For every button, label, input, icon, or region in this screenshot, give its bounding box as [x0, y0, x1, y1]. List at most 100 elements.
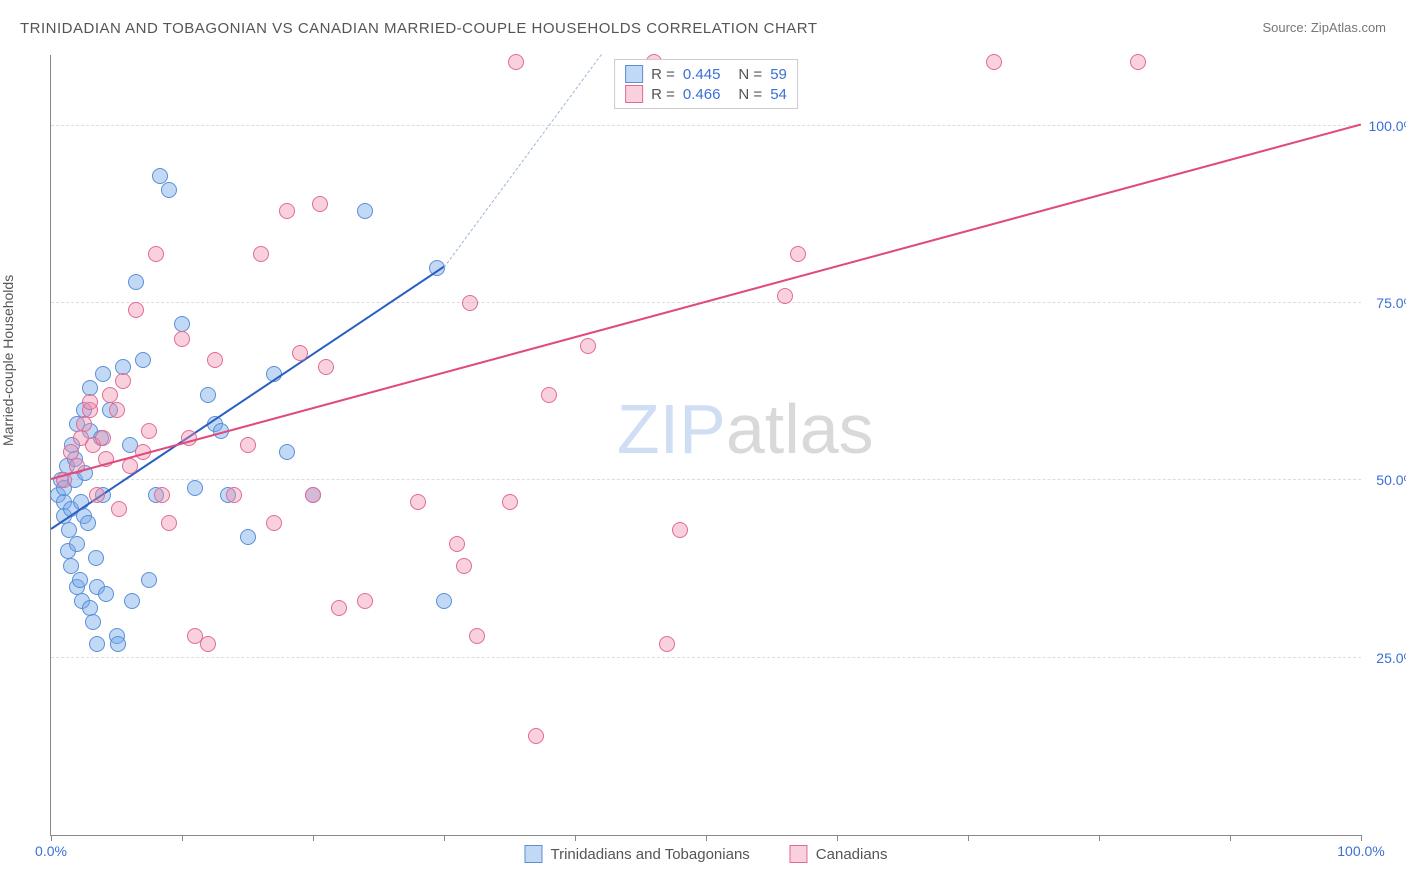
x-tick-label: 100.0% [1337, 843, 1384, 859]
stats-box: R =0.445N =59R =0.466N =54 [614, 59, 798, 109]
data-point [226, 487, 242, 503]
x-tick [575, 835, 576, 841]
data-point [95, 366, 111, 382]
data-point [69, 536, 85, 552]
data-point [279, 444, 295, 460]
data-point [98, 586, 114, 602]
data-point [528, 728, 544, 744]
plot-area: ZIPatlas 25.0%50.0%75.0%100.0%0.0%100.0%… [50, 55, 1361, 836]
data-point [85, 614, 101, 630]
data-point [109, 402, 125, 418]
data-point [148, 246, 164, 262]
y-axis-label: Married-couple Households [0, 275, 16, 446]
data-point [357, 593, 373, 609]
data-point [95, 430, 111, 446]
data-point [292, 345, 308, 361]
data-point [89, 487, 105, 503]
gridline-h [51, 479, 1361, 480]
data-point [410, 494, 426, 510]
data-point [502, 494, 518, 510]
data-point [331, 600, 347, 616]
data-point [436, 593, 452, 609]
stat-n-value: 59 [770, 66, 787, 83]
legend-swatch [524, 845, 542, 863]
legend-item: Trinidadians and Tobagonians [524, 845, 749, 863]
legend-label: Canadians [816, 846, 888, 863]
data-point [161, 182, 177, 198]
stat-n-label: N = [738, 86, 762, 103]
legend-item: Canadians [790, 845, 888, 863]
data-point [200, 636, 216, 652]
data-point [161, 515, 177, 531]
y-tick-label: 50.0% [1376, 472, 1406, 488]
chart-title: TRINIDADIAN AND TOBAGONIAN VS CANADIAN M… [20, 20, 818, 37]
data-point [154, 487, 170, 503]
data-point [240, 529, 256, 545]
x-tick [968, 835, 969, 841]
bottom-legend: Trinidadians and Tobagonians Canadians [524, 845, 887, 863]
x-tick [1099, 835, 1100, 841]
legend-label: Trinidadians and Tobagonians [550, 846, 749, 863]
data-point [279, 203, 295, 219]
data-point [253, 246, 269, 262]
data-point [357, 203, 373, 219]
gridline-h [51, 657, 1361, 658]
data-point [72, 572, 88, 588]
stats-row: R =0.445N =59 [625, 64, 787, 84]
watermark: ZIPatlas [617, 389, 874, 469]
data-point [462, 295, 478, 311]
data-point [174, 331, 190, 347]
watermark-prefix: ZIP [617, 390, 726, 468]
gridline-h [51, 125, 1361, 126]
data-point [790, 246, 806, 262]
data-point [63, 558, 79, 574]
data-point [135, 352, 151, 368]
data-point [141, 423, 157, 439]
x-tick [1361, 835, 1362, 841]
data-point [187, 480, 203, 496]
x-tick [182, 835, 183, 841]
watermark-suffix: atlas [726, 390, 874, 468]
x-tick [837, 835, 838, 841]
data-point [240, 437, 256, 453]
legend-swatch [625, 85, 643, 103]
data-point [124, 593, 140, 609]
data-point [207, 352, 223, 368]
stat-r-value: 0.466 [683, 86, 721, 103]
x-tick [444, 835, 445, 841]
data-point [80, 515, 96, 531]
trend-line-dashed [444, 54, 602, 267]
stat-r-label: R = [651, 86, 675, 103]
legend-swatch [790, 845, 808, 863]
stat-n-value: 54 [770, 86, 787, 103]
x-tick-label: 0.0% [35, 843, 67, 859]
data-point [89, 636, 105, 652]
data-point [986, 54, 1002, 70]
data-point [672, 522, 688, 538]
data-point [541, 387, 557, 403]
data-point [76, 416, 92, 432]
legend-swatch [625, 65, 643, 83]
stat-r-value: 0.445 [683, 66, 721, 83]
x-tick [313, 835, 314, 841]
data-point [449, 536, 465, 552]
source-label: Source: ZipAtlas.com [1262, 20, 1386, 35]
y-tick-label: 25.0% [1376, 650, 1406, 666]
data-point [777, 288, 793, 304]
data-point [456, 558, 472, 574]
data-point [82, 394, 98, 410]
data-point [508, 54, 524, 70]
data-point [659, 636, 675, 652]
data-point [115, 373, 131, 389]
data-point [141, 572, 157, 588]
data-point [318, 359, 334, 375]
stat-n-label: N = [738, 66, 762, 83]
data-point [200, 387, 216, 403]
data-point [122, 458, 138, 474]
y-tick-label: 75.0% [1376, 295, 1406, 311]
data-point [152, 168, 168, 184]
x-tick [51, 835, 52, 841]
data-point [312, 196, 328, 212]
data-point [111, 501, 127, 517]
data-point [580, 338, 596, 354]
